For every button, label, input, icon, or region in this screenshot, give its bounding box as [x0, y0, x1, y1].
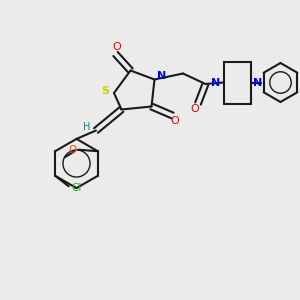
Text: O: O: [69, 145, 77, 155]
Text: N: N: [157, 71, 166, 81]
Text: O: O: [112, 42, 122, 52]
Text: O: O: [170, 116, 179, 127]
Text: Cl: Cl: [71, 183, 81, 193]
Text: O: O: [190, 104, 199, 115]
Text: N: N: [254, 77, 262, 88]
Text: H: H: [83, 122, 90, 132]
Text: S: S: [102, 86, 110, 97]
Text: N: N: [212, 77, 220, 88]
